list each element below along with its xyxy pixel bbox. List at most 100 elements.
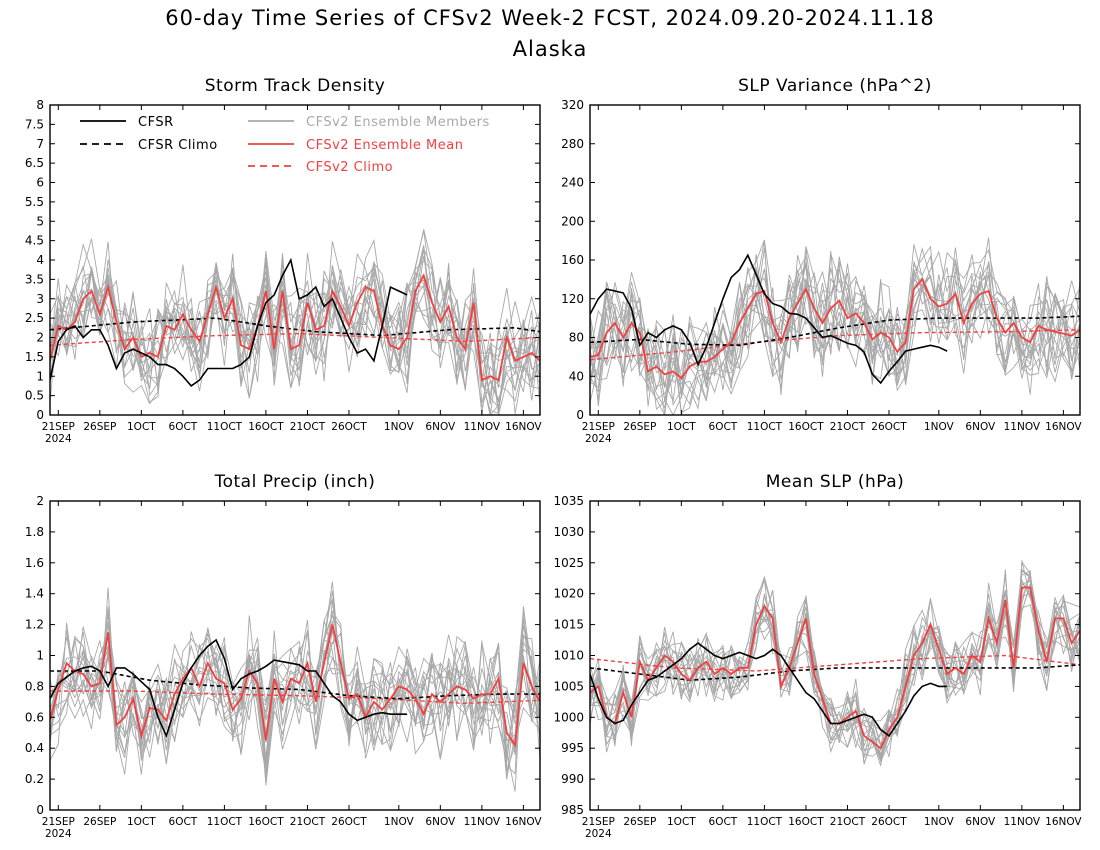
x-tick-label: 11NOV <box>1004 816 1041 828</box>
ensemble-member-line <box>50 637 540 759</box>
y-tick-label: 5.5 <box>25 195 44 209</box>
y-tick-label: 8 <box>36 98 44 112</box>
panel-title: Mean SLP (hPa) <box>766 472 905 492</box>
x-tick-label: 6OCT <box>169 421 198 433</box>
y-tick-label: 1000 <box>553 710 584 724</box>
y-tick-label: 5 <box>36 214 44 228</box>
x-tick-label: 21OCT <box>830 421 866 433</box>
x-tick-label: 11NOV <box>1004 421 1041 433</box>
x-tick-label: 26SEP <box>83 816 116 828</box>
plot-area <box>590 237 1080 415</box>
x-tick-label: 1NOV <box>924 421 955 433</box>
ensemble-member-line <box>50 253 540 405</box>
ensemble-member-line <box>50 628 540 759</box>
x-tick-label: 26SEP <box>623 421 656 433</box>
legend-label-cfsr: CFSR <box>138 115 174 130</box>
y-tick-label: 1 <box>36 649 44 663</box>
y-tick-label: 40 <box>569 369 584 383</box>
ensemble-member-line <box>50 590 540 774</box>
x-tick-label: 26SEP <box>83 421 116 433</box>
y-tick-label: 2.5 <box>25 311 44 325</box>
x-year-label: 2024 <box>585 828 612 840</box>
x-tick-label: 16OCT <box>248 421 284 433</box>
series-line-cfsr-climo <box>590 664 1080 682</box>
plot-area <box>50 581 540 792</box>
y-tick-label: 0.4 <box>25 741 44 755</box>
x-tick-label: 11NOV <box>464 816 501 828</box>
x-tick-label: 21OCT <box>290 816 326 828</box>
series-line-cfsr <box>590 253 948 385</box>
y-tick-label: 2 <box>36 494 44 508</box>
ensemble-member-line <box>590 560 1080 758</box>
y-tick-label: 1.6 <box>25 556 44 570</box>
x-tick-label: 6NOV <box>965 421 996 433</box>
ensemble-member-line <box>590 249 1080 401</box>
ensemble-member-line <box>590 568 1080 759</box>
x-tick-label: 16OCT <box>788 816 824 828</box>
x-tick-label: 1NOV <box>924 816 955 828</box>
x-tick-label: 26OCT <box>871 421 907 433</box>
x-tick-label: 21SEP <box>42 421 75 433</box>
y-tick-label: 1010 <box>553 649 584 663</box>
ensemble-member-line <box>50 614 540 772</box>
y-tick-label: 0.5 <box>25 389 44 403</box>
panel-title: Total Precip (inch) <box>214 472 376 492</box>
x-tick-label: 1OCT <box>667 816 696 828</box>
legend-label-cfsv2-ensemble-members: CFSv2 Ensemble Members <box>306 115 490 130</box>
plot-area <box>590 560 1080 766</box>
y-tick-label: 0 <box>36 803 44 817</box>
x-tick-label: 21OCT <box>830 816 866 828</box>
y-tick-label: 1.5 <box>25 350 44 364</box>
y-tick-label: 1 <box>36 369 44 383</box>
plot-area <box>50 229 540 415</box>
series-line-cfsv2-ensemble-mean <box>590 277 1080 380</box>
x-tick-label: 16OCT <box>248 816 284 828</box>
y-tick-label: 0 <box>576 408 584 422</box>
x-tick-label: 1NOV <box>384 421 415 433</box>
y-tick-label: 1.2 <box>25 618 44 632</box>
y-tick-label: 120 <box>561 292 584 306</box>
series-line-cfsr-climo <box>50 317 540 337</box>
y-tick-label: 0 <box>36 408 44 422</box>
chart-panel-storm-track-density: Storm Track Density 0 0.5 1 1.5 2 2.5 3 3.5 4 4.5 5… <box>25 76 543 445</box>
x-year-label: 2024 <box>45 828 72 840</box>
x-tick-label: 6OCT <box>709 421 738 433</box>
x-tick-label: 11OCT <box>207 421 243 433</box>
panels: Storm Track Density 0 0.5 1 1.5 2 2.5 3 3.5 4 4.5 5… <box>25 76 1083 840</box>
ensemble-member-line <box>50 613 540 779</box>
y-tick-label: 4.5 <box>25 234 44 248</box>
ensemble-member-line <box>590 590 1080 760</box>
panel-title: Storm Track Density <box>205 76 386 96</box>
series-line-cfsv2-climo <box>590 654 1080 672</box>
y-tick-label: 320 <box>561 98 584 112</box>
ensemble-member-line <box>590 260 1080 401</box>
series-line-cfsv2-climo <box>50 332 540 346</box>
x-tick-label: 21SEP <box>42 816 75 828</box>
x-tick-label: 21SEP <box>582 816 615 828</box>
y-tick-label: 3.5 <box>25 272 44 286</box>
x-tick-label: 6OCT <box>709 816 738 828</box>
y-tick-label: 200 <box>561 214 584 228</box>
y-tick-label: 1.4 <box>25 587 44 601</box>
x-tick-label: 1OCT <box>127 816 156 828</box>
x-tick-label: 11OCT <box>207 816 243 828</box>
y-tick-label: 1.8 <box>25 525 44 539</box>
y-tick-label: 1015 <box>553 618 584 632</box>
x-tick-label: 1NOV <box>384 816 415 828</box>
y-tick-label: 240 <box>561 176 584 190</box>
y-tick-label: 7 <box>36 137 44 151</box>
series-line-cfsr-climo <box>590 315 1080 347</box>
x-tick-label: 26OCT <box>331 816 367 828</box>
x-tick-label: 11NOV <box>464 421 501 433</box>
y-tick-label: 0.2 <box>25 772 44 786</box>
y-tick-label: 3 <box>36 292 44 306</box>
x-tick-label: 21SEP <box>582 421 615 433</box>
panel-title: SLP Variance (hPa^2) <box>738 76 932 96</box>
figure-title: 60-day Time Series of CFSv2 Week-2 FCST,… <box>165 6 934 30</box>
y-tick-label: 6 <box>36 176 44 190</box>
x-tick-label: 26OCT <box>331 421 367 433</box>
x-tick-label: 26SEP <box>623 816 656 828</box>
y-tick-label: 1005 <box>553 679 584 693</box>
x-tick-label: 6OCT <box>169 816 198 828</box>
